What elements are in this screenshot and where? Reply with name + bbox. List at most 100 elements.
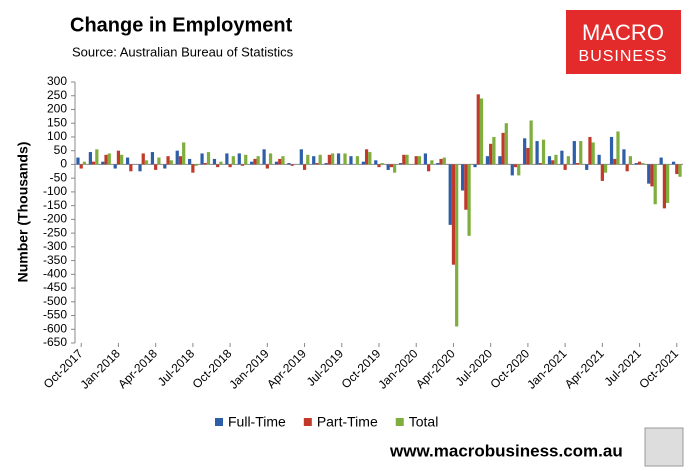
- bar: [262, 149, 266, 165]
- bar: [355, 156, 360, 165]
- bar: [120, 154, 124, 165]
- bar: [178, 156, 183, 165]
- bar: [650, 164, 654, 187]
- bar: [517, 164, 521, 176]
- y-tick-label: -300: [43, 239, 67, 253]
- bar: [377, 164, 381, 168]
- bar: [212, 158, 217, 165]
- bar: [278, 158, 282, 165]
- bar: [489, 143, 493, 165]
- bar: [529, 120, 533, 165]
- bar: [327, 154, 331, 165]
- bar: [240, 164, 245, 166]
- bar: [625, 164, 629, 172]
- bar: [374, 160, 378, 165]
- bar: [671, 161, 676, 165]
- bar: [585, 164, 589, 170]
- bar: [315, 163, 319, 165]
- bar: [169, 160, 173, 165]
- y-tick-label: -400: [43, 266, 67, 280]
- bar: [104, 154, 108, 165]
- bar: [579, 141, 583, 165]
- x-tick-label: Jan-2018: [78, 346, 124, 392]
- bar: [662, 164, 667, 209]
- bar: [253, 158, 257, 165]
- bar: [228, 164, 232, 168]
- bar: [467, 164, 471, 236]
- bar: [628, 156, 633, 165]
- bar: [551, 160, 555, 165]
- bar: [510, 164, 514, 176]
- bar: [600, 164, 604, 181]
- bar: [501, 132, 505, 165]
- x-tick-label: Apr-2019: [264, 346, 309, 391]
- y-tick-label: 150: [47, 115, 67, 129]
- bar: [538, 163, 542, 165]
- bar: [312, 156, 316, 165]
- bar: [535, 141, 539, 165]
- bar: [641, 163, 645, 165]
- bar: [666, 164, 670, 203]
- legend-label: Part-Time: [317, 414, 378, 430]
- bar: [290, 164, 294, 166]
- y-tick-label: -550: [43, 308, 67, 322]
- y-axis-label: Number (Thousands): [15, 142, 31, 283]
- bar: [287, 163, 291, 165]
- bar: [389, 164, 394, 168]
- chart-subtitle: Source: Australian Bureau of Statistics: [72, 44, 294, 59]
- y-tick-label: -500: [43, 294, 67, 308]
- logo-text: MACRO: [582, 20, 664, 45]
- bar: [451, 164, 456, 265]
- bar: [225, 153, 229, 165]
- bar: [609, 136, 614, 165]
- bar: [659, 157, 663, 165]
- bar: [95, 149, 99, 165]
- bar: [436, 163, 440, 165]
- bar: [566, 156, 570, 165]
- x-tick-label: Apr-2021: [562, 346, 607, 391]
- x-tick-label: Apr-2018: [115, 346, 160, 391]
- x-tick-label: Jan-2019: [226, 346, 272, 392]
- legend-swatch: [303, 418, 312, 426]
- bar: [513, 164, 518, 168]
- y-tick-label: 100: [47, 129, 67, 143]
- x-tick-label: Apr-2020: [413, 346, 458, 391]
- bar: [237, 153, 241, 165]
- bar: [479, 98, 484, 165]
- bar: [430, 160, 434, 165]
- bar: [299, 149, 303, 165]
- bar: [427, 164, 431, 172]
- bar: [613, 158, 617, 165]
- bar: [343, 153, 347, 165]
- bar: [554, 154, 558, 165]
- y-tick-label: -350: [43, 253, 67, 267]
- y-tick-label: -150: [43, 198, 67, 212]
- legend-swatch: [215, 418, 223, 426]
- bar: [637, 161, 642, 165]
- bar: [498, 156, 502, 165]
- bar: [76, 157, 80, 165]
- bar: [439, 158, 443, 165]
- bar: [306, 154, 310, 165]
- logo-box: [566, 10, 681, 74]
- bar: [572, 141, 576, 165]
- bar: [541, 139, 546, 165]
- bar: [150, 152, 155, 165]
- bar: [588, 136, 592, 165]
- bar: [526, 147, 530, 165]
- bar: [157, 157, 161, 165]
- bar: [405, 154, 409, 165]
- y-tick-label: -650: [43, 335, 67, 349]
- bar: [464, 164, 468, 210]
- bar: [265, 164, 269, 169]
- legend-label: Full-Time: [228, 414, 286, 430]
- bar: [203, 163, 207, 165]
- bar: [166, 156, 170, 165]
- bar: [398, 163, 403, 165]
- chart-title: Change in Employment: [70, 14, 293, 36]
- bar: [175, 150, 179, 165]
- bar: [616, 131, 620, 165]
- bar: [675, 164, 679, 175]
- bar: [414, 156, 418, 165]
